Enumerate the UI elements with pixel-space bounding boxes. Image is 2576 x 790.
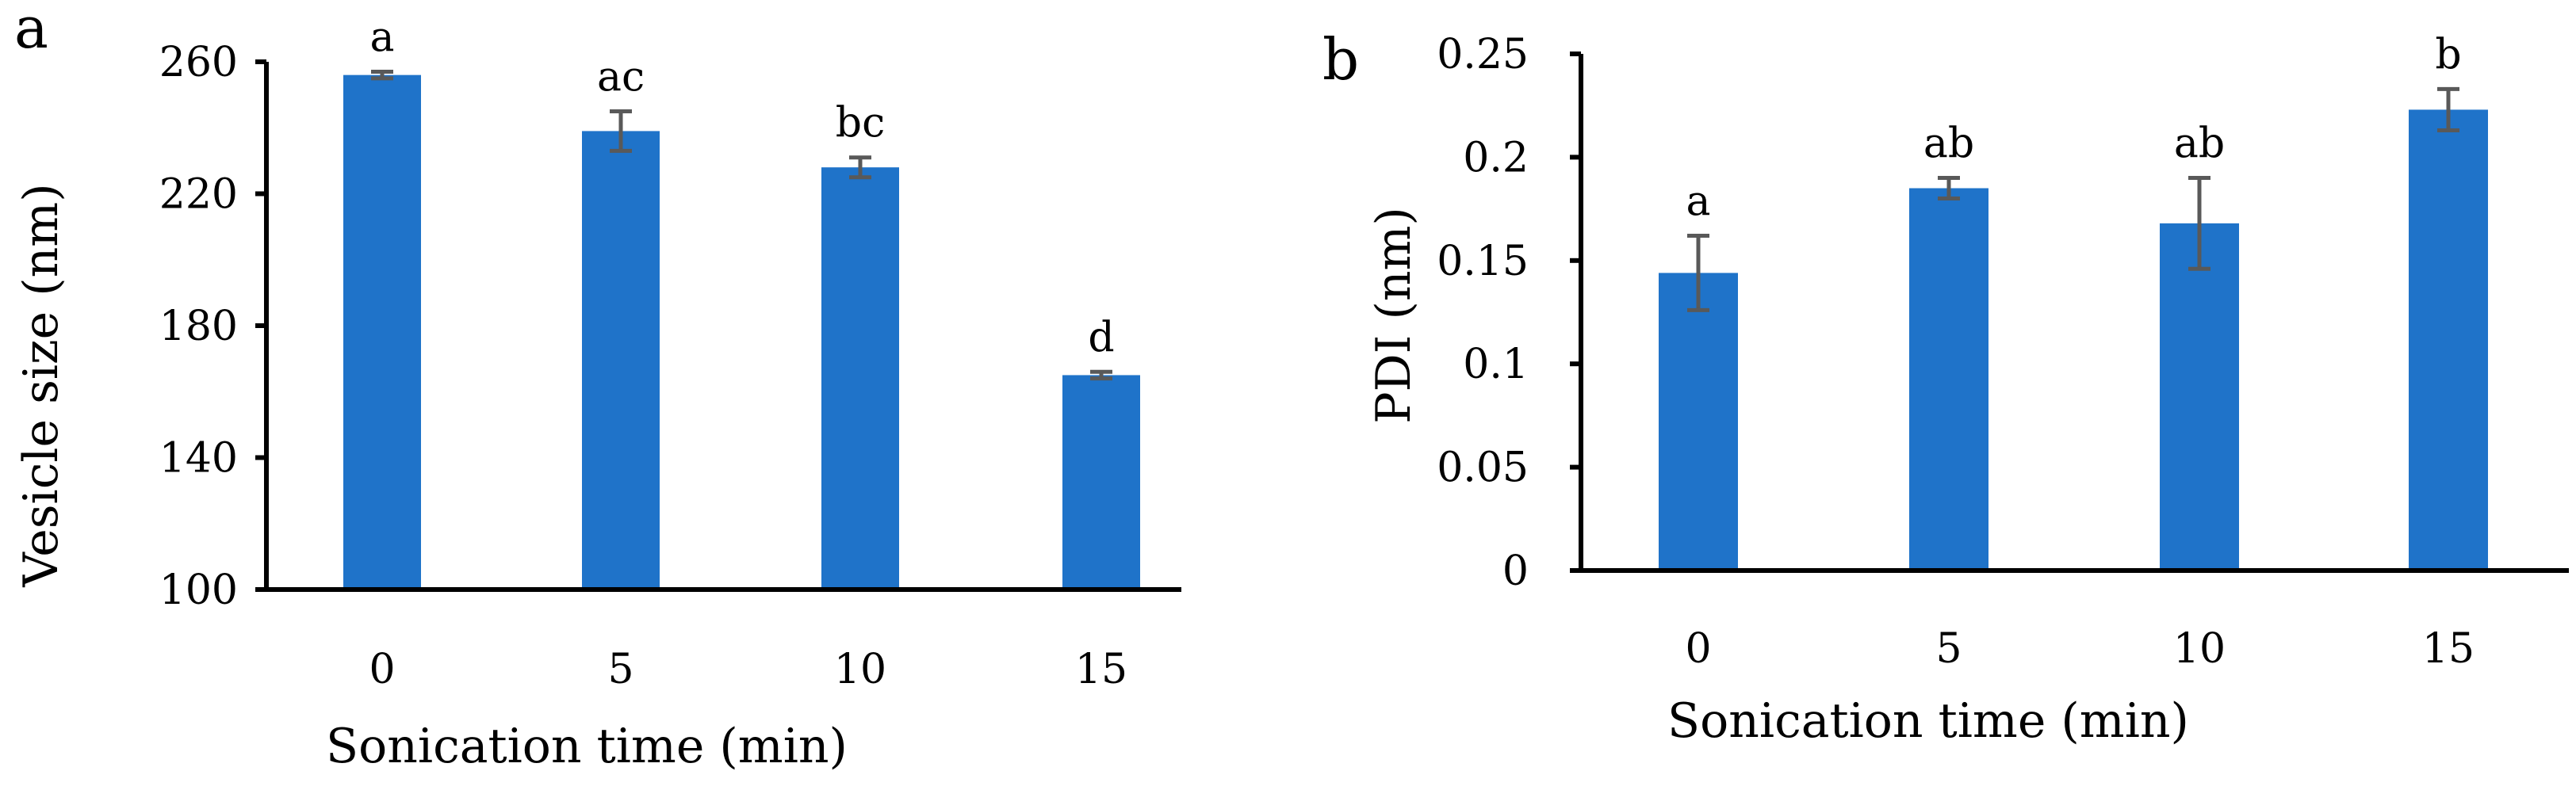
panel-a-y-tick-label: 100 [159, 567, 238, 614]
panel-a-y-axis-title: Vesicle size (nm) [13, 183, 69, 587]
panel-a-x-tick-label: 15 [1075, 646, 1127, 693]
panel-b-x-tick-label: 15 [2422, 625, 2475, 673]
panel-b-error-bar-5 [1938, 175, 1960, 201]
panel-b-bar-15 [2409, 109, 2488, 571]
panel-b-x-tick-label: 5 [1935, 625, 1962, 673]
panel-b-y-tick-label: 0.15 [1437, 238, 1529, 285]
panel-b-significance-label: a [1686, 178, 1710, 226]
panel-b-bar-0 [1659, 273, 1738, 571]
panel-b-x-axis-title: Sonication time (min) [1667, 693, 2189, 749]
panel-b-y-tick-label: 0.05 [1437, 445, 1529, 492]
panel-a-y-tick-label: 180 [159, 303, 238, 350]
panel-b-y-tick-label: 0.1 [1463, 341, 1529, 388]
panel-b: b PDI (nm) Sonication time (min) a 0 ab 5 ab… [1322, 26, 2569, 749]
panel-a-bar-0 [343, 74, 421, 590]
panel-a-x-tick-label: 5 [607, 646, 633, 693]
panel-a-x-tick-label: 0 [369, 646, 395, 693]
panel-a-x-tick-label: 10 [834, 646, 886, 693]
panel-a: a Vesicle size (nm) Sonication time (min… [13, 0, 1181, 774]
panel-b-y-tick-label: 0 [1502, 548, 1529, 595]
panel-b-y-axis-title: PDI (nm) [1366, 207, 1422, 424]
panel-a-y-tick-label: 140 [159, 435, 238, 483]
panel-a-letter: a [14, 0, 48, 61]
panel-a-significance-label: a [369, 13, 394, 61]
panel-b-y-tick-label: 0.25 [1437, 31, 1529, 78]
panel-a-significance-label: ac [597, 53, 645, 101]
panel-b-letter: b [1322, 26, 1359, 93]
panel-a-y-tick-label: 220 [159, 171, 238, 219]
panel-b-error-bar-0 [1687, 234, 1709, 312]
panel-a-x-axis-title: Sonication time (min) [326, 719, 848, 774]
panel-a-bar-5 [582, 131, 660, 590]
panel-a-significance-label: d [1088, 314, 1114, 361]
panel-a-y-tick-label: 260 [159, 39, 238, 86]
panel-b-bar-5 [1909, 188, 1988, 571]
panel-b-significance-label: ab [2174, 120, 2225, 167]
panel-b-significance-label: ab [1923, 120, 1974, 167]
panel-b-x-tick-label: 10 [2173, 625, 2226, 673]
panel-b-significance-label: b [2435, 31, 2461, 78]
panel-a-error-bar-15 [1090, 369, 1112, 381]
panel-b-bar-10 [2160, 223, 2239, 571]
panel-a-error-bar-10 [849, 155, 871, 180]
panel-b-error-bar-15 [2437, 86, 2459, 132]
panel-b-error-bar-10 [2188, 175, 2210, 271]
panel-a-bar-15 [1062, 375, 1140, 590]
panel-b-y-tick-label: 0.2 [1463, 134, 1529, 181]
panel-a-error-bar-5 [610, 109, 632, 153]
panel-b-x-tick-label: 0 [1685, 625, 1711, 673]
panel-a-significance-label: bc [836, 100, 885, 147]
panel-a-bar-10 [821, 167, 899, 590]
panel-a-error-bar-0 [371, 69, 393, 81]
